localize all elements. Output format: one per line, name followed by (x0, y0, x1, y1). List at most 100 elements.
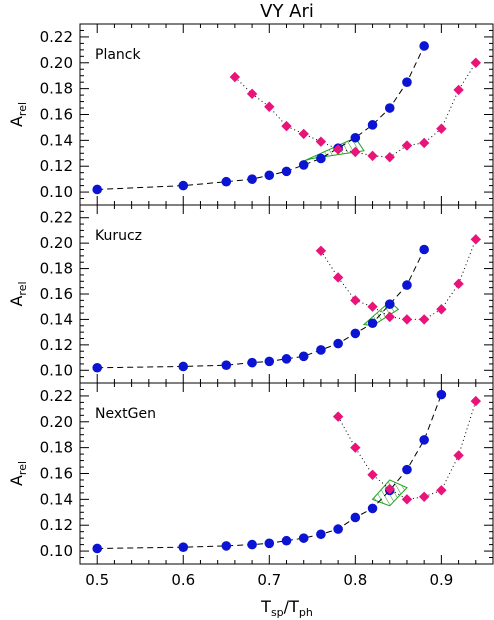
blue-point (247, 174, 257, 184)
magenta-point (470, 57, 481, 68)
blue-point (333, 338, 343, 349)
magenta-point (401, 140, 413, 151)
y-label-main: A (7, 116, 26, 127)
magenta-point (436, 123, 447, 134)
y-tick-label: 0.16 (40, 465, 73, 483)
magenta-point (470, 395, 481, 407)
x-label-sub1: sp (271, 606, 284, 619)
y-tick-label: 0.12 (40, 336, 73, 354)
magenta-point (470, 234, 481, 245)
blue-point (298, 533, 309, 543)
blue-point (221, 176, 232, 187)
y-tick-label: 0.18 (40, 80, 73, 98)
y-tick-label: 0.22 (40, 387, 73, 405)
panel-label: Kurucz (95, 228, 142, 244)
blue-point (298, 351, 309, 362)
blue-point (384, 103, 395, 113)
magenta-point (246, 88, 258, 100)
y-label-sub: rel (16, 281, 29, 295)
panel-label: NextGen (95, 406, 156, 422)
blue-point (333, 524, 343, 534)
magenta-point (367, 301, 378, 312)
blue-point (92, 362, 103, 373)
y-tick-label: 0.16 (40, 106, 73, 124)
magenta-series-line (320, 239, 477, 320)
x-tick-label: 0.5 (85, 571, 109, 589)
y-axis-label: Arel (7, 461, 29, 486)
magenta-point (367, 469, 378, 480)
magenta-series-line (337, 400, 477, 500)
magenta-point (350, 146, 361, 158)
blue-point (419, 435, 429, 445)
blue-point (367, 318, 378, 329)
blue-point (281, 535, 292, 546)
blue-point (264, 170, 275, 181)
blue-point (316, 345, 326, 355)
magenta-point (315, 136, 327, 147)
blue-point (316, 529, 326, 540)
blue-point (264, 356, 275, 367)
y-tick-label: 0.16 (40, 285, 73, 303)
blue-point (178, 180, 189, 191)
blue-point (281, 354, 292, 364)
magenta-point (436, 304, 447, 315)
y-tick-label: 0.10 (40, 183, 73, 201)
blue-point (92, 543, 103, 554)
x-tick-label: 0.6 (171, 571, 195, 589)
panels-group: 0.100.120.140.160.180.200.22ArelPlanck0.… (7, 23, 494, 589)
magenta-point (298, 128, 309, 140)
y-label-main: A (7, 475, 26, 486)
x-tick-label: 0.9 (429, 571, 453, 589)
y-tick-label: 0.12 (40, 516, 73, 534)
blue-point (281, 166, 292, 177)
y-tick-label: 0.14 (40, 310, 73, 328)
blue-point (402, 280, 412, 290)
magenta-point (367, 150, 378, 162)
magenta-point (384, 151, 395, 163)
magenta-point (418, 137, 430, 149)
blue-point (384, 299, 395, 309)
blue-point (419, 41, 429, 51)
blue-point (178, 361, 189, 372)
x-tick-label: 0.7 (257, 571, 281, 589)
y-label-sub: rel (16, 461, 29, 475)
blue-point (436, 389, 447, 400)
blue-point (350, 512, 361, 523)
magenta-point (315, 245, 327, 256)
magenta-point (418, 314, 430, 325)
panel-nextgen: 0.10 0.12 0.14 0.16 0.18 0.20 0.22 Arel NextGen (7, 382, 494, 565)
panel-planck: 0.10 0.12 0.14 0.16 0.18 0.20 0.22 Arel Planck (7, 23, 494, 206)
blue-point (367, 503, 378, 514)
magenta-point (418, 491, 430, 502)
magenta-point (384, 311, 395, 323)
y-label-main: A (7, 296, 26, 307)
y-tick-label: 0.18 (40, 439, 73, 457)
y-tick-label: 0.20 (40, 54, 73, 72)
y-tick-label: 0.10 (40, 361, 73, 379)
magenta-point (401, 314, 413, 325)
chart-title: VY Ari (260, 1, 314, 22)
blue-point (264, 538, 275, 549)
x-label-main: T (260, 597, 271, 616)
magenta-point (453, 84, 464, 96)
magenta-point (384, 483, 395, 495)
y-tick-label: 0.18 (40, 260, 73, 278)
blue-point (350, 328, 361, 339)
y-tick-label: 0.20 (40, 234, 73, 252)
x-axis-label: Tsp/Tph (260, 597, 313, 619)
y-tick-label: 0.14 (40, 131, 73, 149)
blue-point (402, 77, 412, 87)
magenta-point (350, 295, 361, 306)
magenta-point (401, 494, 413, 505)
magenta-point (453, 450, 464, 461)
magenta-point (281, 120, 292, 132)
y-tick-label: 0.14 (40, 490, 73, 508)
blue-point (367, 120, 378, 130)
blue-point (247, 539, 257, 550)
blue-point (221, 541, 232, 551)
y-label-sub: rel (16, 102, 29, 116)
x-label-sub2: ph (299, 606, 313, 619)
magenta-point (332, 411, 344, 422)
x-tick-label: 0.8 (343, 571, 367, 589)
